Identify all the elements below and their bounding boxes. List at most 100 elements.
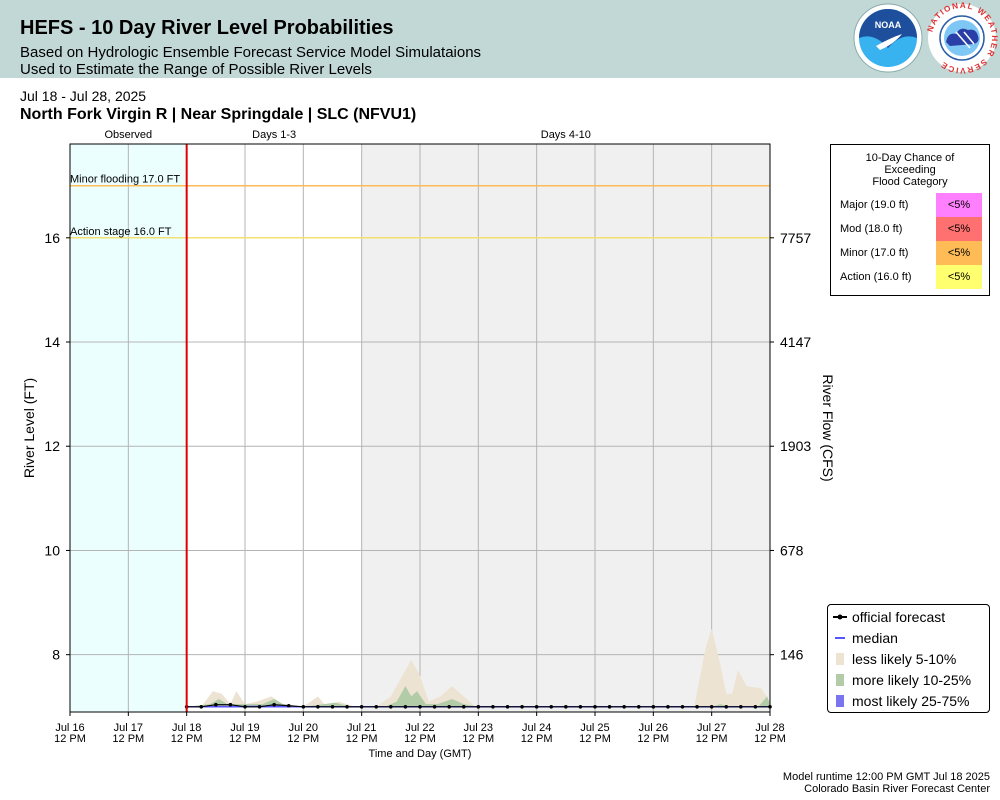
- x-tick-label: 12 PM: [521, 733, 553, 745]
- flood-row-moderate: Mod (18.0 ft) <5%: [831, 217, 989, 241]
- official-forecast-point: [214, 702, 218, 707]
- flood-row-label: Mod (18.0 ft): [840, 223, 903, 235]
- official-forecast-point: [709, 704, 714, 709]
- official-forecast-point: [389, 704, 393, 709]
- x-tick-label: Jul 28: [755, 722, 784, 734]
- x-tick-label: 12 PM: [754, 733, 786, 745]
- period-background: [186, 144, 362, 712]
- model-runtime: Model runtime 12:00 PM GMT Jul 18 2025: [782, 771, 990, 783]
- period-label: Observed: [104, 129, 152, 141]
- header-banner: HEFS - 10 Day River Level Probabilities …: [0, 0, 1000, 78]
- x-tick-label: Jul 27: [697, 722, 726, 734]
- flood-row-major: Major (19.0 ft) <5%: [831, 193, 989, 217]
- x-tick-label: 12 PM: [229, 733, 261, 745]
- official-forecast-point: [286, 703, 291, 708]
- flood-row-label: Action (16.0 ft): [840, 271, 912, 283]
- legend-label: median: [852, 630, 898, 646]
- x-tick-label: Jul 22: [405, 722, 434, 734]
- y-tick-label: 8: [52, 647, 60, 663]
- official-forecast-point: [345, 704, 349, 709]
- period-label: Days 1-3: [252, 129, 296, 141]
- x-tick-label: Jul 20: [289, 722, 318, 734]
- flood-row-action: Action (16.0 ft) <5%: [831, 265, 989, 289]
- flood-row-chance: <5%: [936, 241, 982, 265]
- official-forecast-point: [374, 704, 379, 709]
- y2-tick-label: 1903: [780, 438, 811, 454]
- x-tick-label: 12 PM: [404, 733, 436, 745]
- official-forecast-point: [636, 704, 641, 709]
- official-forecast-point: [403, 704, 408, 709]
- noaa-logo[interactable]: NOAA: [852, 2, 924, 74]
- legend-label: most likely 25-75%: [852, 693, 970, 709]
- official-forecast-point: [432, 704, 437, 709]
- x-tick-label: Jul 19: [230, 722, 259, 734]
- x-tick-label: 12 PM: [54, 733, 86, 745]
- x-tick-label: 12 PM: [171, 733, 203, 745]
- legend-label: more likely 10-25%: [852, 672, 972, 688]
- less-likely-band: [186, 628, 770, 707]
- x-tick-label: Jul 26: [639, 722, 668, 734]
- x-tick-label: 12 PM: [346, 733, 378, 745]
- x-tick-label: Jul 17: [114, 722, 143, 734]
- official-forecast-point: [447, 704, 451, 709]
- y-tick-label: 10: [44, 542, 60, 558]
- x-tick-label: 12 PM: [112, 733, 144, 745]
- forecast-center: Colorado Basin River Forecast Center: [804, 783, 990, 795]
- official-forecast-point: [520, 704, 524, 709]
- flood-table-title-line: Exceeding: [884, 164, 936, 176]
- flood-row-chance: <5%: [936, 217, 982, 241]
- official-forecast-point: [228, 702, 233, 707]
- x-tick-label: Jul 23: [464, 722, 493, 734]
- y-tick-label: 14: [44, 334, 60, 350]
- period-label: Days 4-10: [541, 129, 591, 141]
- x-tick-label: Jul 25: [580, 722, 609, 734]
- y2-axis-title: River Flow (CFS): [820, 374, 836, 481]
- y2-tick-label: 7757: [780, 230, 811, 246]
- period-background: [361, 144, 770, 712]
- official-forecast-point: [564, 704, 568, 709]
- legend-label: less likely 5-10%: [852, 651, 957, 667]
- date-range: Jul 18 - Jul 28, 2025: [20, 88, 147, 104]
- official-forecast-point: [461, 704, 466, 709]
- official-forecast-point: [491, 704, 495, 709]
- threshold-label: Minor flooding 17.0 FT: [70, 174, 180, 186]
- official-forecast-point: [316, 704, 320, 709]
- nws-logo[interactable]: NATIONAL WEATHER SERVICE: [926, 2, 998, 74]
- page-subtitle: Based on Hydrologic Ensemble Forecast Se…: [20, 44, 482, 61]
- official-forecast-point: [476, 704, 481, 709]
- less-likely-swatch: [836, 653, 844, 665]
- official-forecast-point: [505, 704, 510, 709]
- x-tick-label: 12 PM: [696, 733, 728, 745]
- most-likely-swatch: [836, 695, 844, 707]
- flood-table-title: 10-Day Chance of Exceeding Flood Categor…: [831, 152, 989, 188]
- official-forecast-point: [534, 704, 539, 709]
- flood-row-label: Minor (17.0 ft): [840, 247, 909, 259]
- y-axis-title: River Level (FT): [21, 378, 37, 478]
- official-forecast-point: [359, 704, 364, 709]
- official-forecast-point: [651, 704, 656, 709]
- x-tick-label: 12 PM: [579, 733, 611, 745]
- noaa-logo-text: NOAA: [875, 20, 902, 30]
- flood-category-table: 10-Day Chance of Exceeding Flood Categor…: [830, 144, 990, 296]
- chart-legend: official forecast median less likely 5-1…: [827, 604, 990, 713]
- y2-tick-label: 678: [780, 542, 804, 558]
- legend-label: official forecast: [852, 609, 946, 625]
- x-tick-label: Jul 18: [172, 722, 201, 734]
- page-subtitle-2: Used to Estimate the Range of Possible R…: [20, 61, 372, 78]
- x-tick-label: 12 PM: [287, 733, 319, 745]
- official-forecast-point: [330, 704, 335, 709]
- flood-row-label: Major (19.0 ft): [840, 199, 909, 211]
- flood-table-title-line: 10-Day Chance of: [865, 152, 955, 164]
- official-forecast-point: [724, 704, 729, 709]
- x-tick-label: Jul 16: [55, 722, 84, 734]
- official-forecast-point: [680, 704, 685, 709]
- y2-tick-label: 4147: [780, 334, 811, 350]
- official-forecast-point: [739, 704, 743, 709]
- official-forecast-point: [257, 704, 262, 709]
- more-likely-swatch: [836, 674, 844, 686]
- x-tick-label: Jul 24: [522, 722, 551, 734]
- official-forecast-point: [418, 704, 422, 709]
- flood-row-chance: <5%: [936, 193, 982, 217]
- flood-row-chance: <5%: [936, 265, 982, 289]
- official-forecast-point: [301, 704, 306, 709]
